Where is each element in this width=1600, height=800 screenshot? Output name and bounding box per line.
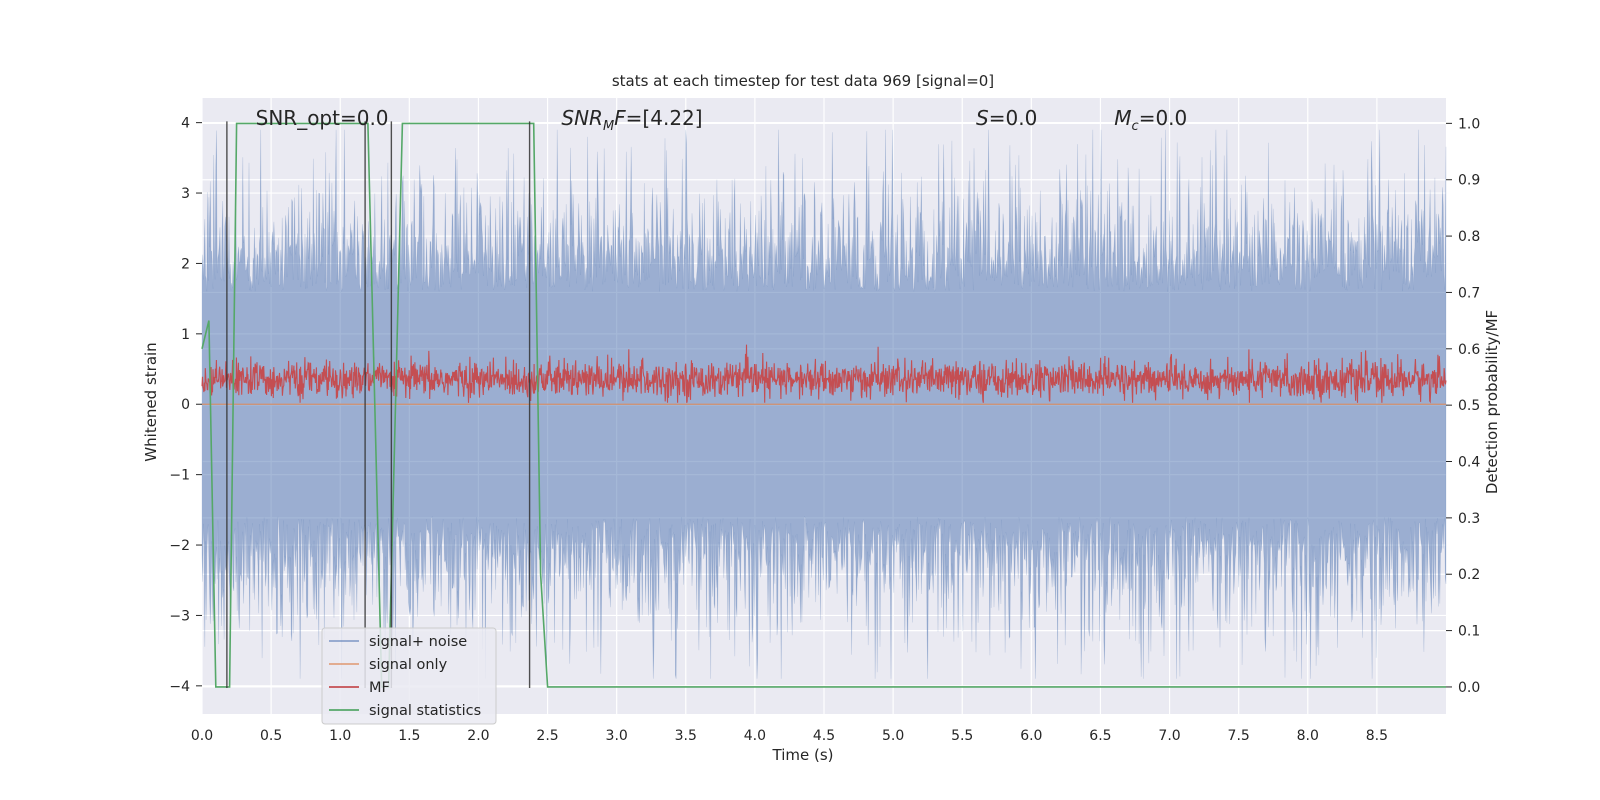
x-tick-label: 4.5 xyxy=(813,728,835,744)
legend-entry: signal statistics xyxy=(369,703,481,719)
y-tick-label: 0 xyxy=(181,397,190,413)
y-tick-label: 1 xyxy=(181,327,190,343)
legend-entry: signal only xyxy=(369,657,448,673)
series-mf xyxy=(201,344,1447,404)
y2-tick-label: 1.0 xyxy=(1458,116,1480,132)
x-axis-label: Time (s) xyxy=(772,746,834,764)
y2-tick-label: 0.0 xyxy=(1458,680,1480,696)
x-tick-label: 5.5 xyxy=(951,728,973,744)
y2-tick-label: 0.5 xyxy=(1458,398,1480,414)
x-tick-label: 8.0 xyxy=(1297,728,1319,744)
y2-tick-label: 0.2 xyxy=(1458,567,1480,583)
legend-entry: signal+ noise xyxy=(369,634,467,650)
y2-axis-ticks: 1.0 0.9 0.8 0.7 0.6 0.5 0.4 0.3 0.2 0.1 0.0 xyxy=(1446,116,1480,696)
x-tick-label: 2.5 xyxy=(536,728,558,744)
x-tick-label: 6.5 xyxy=(1089,728,1111,744)
y-tick-label: 2 xyxy=(181,256,190,272)
annotation-1: SNR_opt=0.0 xyxy=(256,106,389,130)
y2-tick-label: 0.7 xyxy=(1458,285,1480,301)
x-tick-label: 8.5 xyxy=(1366,728,1388,744)
series-signal-statistics xyxy=(201,122,1446,688)
annotations: SNR_opt=0.0 SNRMF=[4.22] S=0.0 Mc=0.0 xyxy=(256,106,1188,134)
x-tick-label: 3.5 xyxy=(675,728,697,744)
y2-tick-label: 0.3 xyxy=(1458,511,1480,527)
y-axis-ticks: 4 3 2 1 0 −1 −2 −3 −4 xyxy=(169,116,202,695)
x-tick-label: 6.0 xyxy=(1020,728,1042,744)
y-axis-label: Whitened strain xyxy=(142,342,160,461)
x-tick-label: 2.0 xyxy=(467,728,489,744)
vertical-markers xyxy=(226,121,531,688)
series-layer xyxy=(201,122,1447,688)
y2-axis-label: Detection probability/MF xyxy=(1483,310,1501,494)
x-tick-label: 1.0 xyxy=(329,728,351,744)
y-tick-label: −4 xyxy=(169,679,190,695)
x-tick-label: 0.0 xyxy=(191,728,213,744)
x-axis-ticks: 0.0 0.5 1.0 1.5 2.0 2.5 3.0 3.5 4.0 4.5 5.0 5.5 6.0 6… xyxy=(191,728,1388,744)
y2-tick-label: 0.8 xyxy=(1458,229,1480,245)
x-tick-label: 4.0 xyxy=(744,728,766,744)
annotation-4: Mc=0.0 xyxy=(1114,106,1187,134)
x-tick-label: 0.5 xyxy=(260,728,282,744)
y2-tick-label: 0.1 xyxy=(1458,624,1480,640)
legend: signal+ noise signal only MF signal statist… xyxy=(321,627,497,725)
y2-tick-label: 0.4 xyxy=(1458,455,1480,471)
legend-entry: MF xyxy=(369,680,390,696)
chart-title: stats at each timestep for test data 969… xyxy=(612,72,994,90)
annotation-3: S=0.0 xyxy=(976,106,1037,130)
annotation-2: SNRMF=[4.22] xyxy=(561,106,702,134)
y-tick-label: 4 xyxy=(181,116,190,132)
y2-tick-label: 0.6 xyxy=(1458,342,1480,358)
x-tick-label: 1.5 xyxy=(398,728,420,744)
y-tick-label: −3 xyxy=(169,608,190,624)
y-tick-label: −2 xyxy=(169,538,190,554)
x-tick-label: 5.0 xyxy=(882,728,904,744)
y-tick-label: −1 xyxy=(169,468,190,484)
x-tick-label: 3.0 xyxy=(606,728,628,744)
x-tick-label: 7.0 xyxy=(1158,728,1180,744)
y-tick-label: 3 xyxy=(181,186,190,202)
legend-box xyxy=(321,627,497,725)
x-tick-label: 7.5 xyxy=(1228,728,1250,744)
y2-tick-label: 0.9 xyxy=(1458,173,1480,189)
